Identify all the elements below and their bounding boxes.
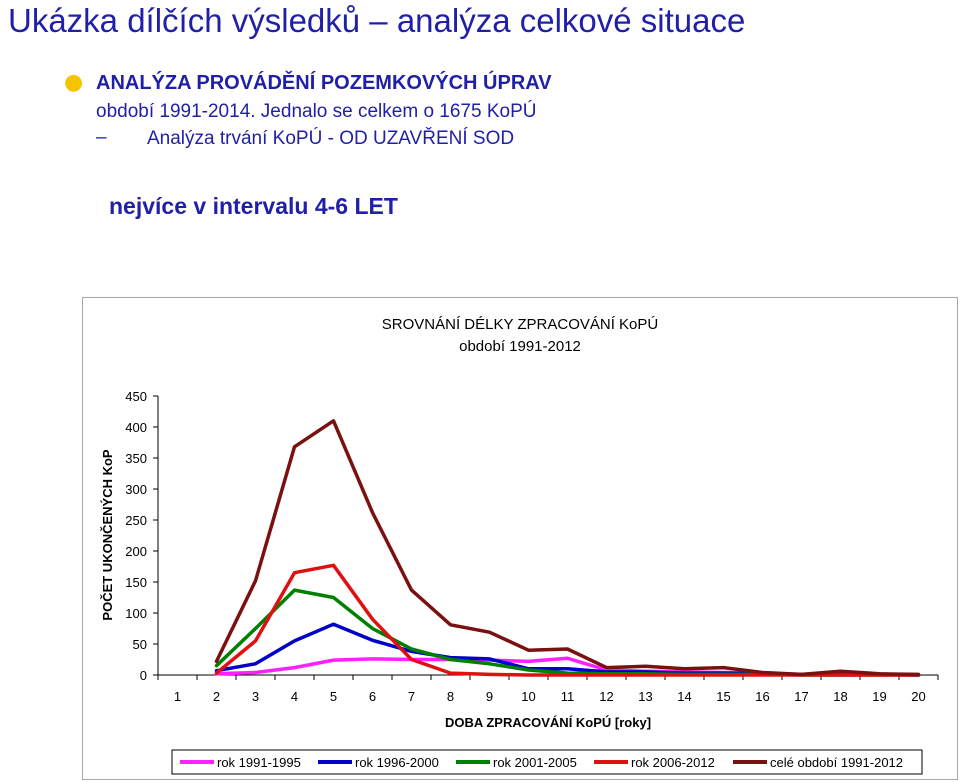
x-tick-label: 20 [911, 689, 925, 704]
x-tick-label: 11 [561, 689, 575, 704]
y-tick-label: 200 [125, 544, 147, 559]
legend-box [171, 749, 923, 775]
legend-item-3: rok 2001-2005 [456, 755, 577, 770]
x-tick-label: 13 [638, 689, 652, 704]
legend-item-4: rok 2006-2012 [594, 755, 715, 770]
x-tick-label: 2 [213, 689, 220, 704]
bullet-text: období 1991-2014. Jednalo se celkem o 16… [96, 101, 537, 122]
x-tick-label: 18 [833, 689, 847, 704]
bullet-heading: ANALÝZA PROVÁDĚNÍ POZEMKOVÝCH ÚPRAV [96, 72, 552, 94]
x-tick-label: 5 [330, 689, 337, 704]
legend-label: celé období 1991-2012 [770, 755, 903, 770]
bullet-dot-icon: ● [64, 70, 84, 95]
legend-label: rok 1991-1995 [217, 755, 301, 770]
x-tick-label: 8 [447, 689, 454, 704]
y-tick-label: 300 [125, 482, 147, 497]
highlight-text: nejvíce v intervalu 4-6 LET [109, 193, 398, 219]
y-tick-label: 400 [125, 420, 147, 435]
x-tick-label: 1 [174, 689, 181, 704]
x-tick-label: 15 [716, 689, 730, 704]
x-tick-label: 6 [369, 689, 376, 704]
x-tick-label: 12 [599, 689, 613, 704]
legend-item-1: rok 1991-1995 [180, 755, 301, 770]
legend-label: rok 2006-2012 [631, 755, 715, 770]
chart-title: SROVNÁNÍ DÉLKY ZPRACOVÁNÍ KoPÚ [382, 316, 658, 333]
chart-frame [82, 297, 958, 780]
x-tick-label: 4 [291, 689, 298, 704]
x-tick-label: 10 [521, 689, 535, 704]
sub-bullet-dash: – [96, 127, 107, 148]
x-tick-label: 17 [794, 689, 808, 704]
y-tick-label: 250 [125, 513, 147, 528]
y-tick-label: 100 [125, 606, 147, 621]
y-tick-label: 0 [140, 668, 147, 683]
slide-title: Ukázka dílčích výsledků – analýza celkov… [8, 2, 746, 39]
y-tick-label: 150 [125, 575, 147, 590]
x-tick-label: 14 [677, 689, 691, 704]
y-tick-label: 350 [125, 451, 147, 466]
x-tick-label: 3 [252, 689, 259, 704]
legend-item-5: celé období 1991-2012 [733, 755, 903, 770]
sub-bullet-text: Analýza trvání KoPÚ - OD UZAVŘENÍ SOD [147, 128, 515, 149]
x-tick-label: 16 [755, 689, 769, 704]
series-line-5 [214, 419, 921, 677]
y-axis-title: POČET UKONČENÝCH KoP [100, 449, 115, 621]
legend-label: rok 1996-2000 [355, 755, 439, 770]
x-tick-label: 7 [408, 689, 415, 704]
chart-subtitle: období 1991-2012 [459, 338, 581, 355]
legend-label: rok 2001-2005 [493, 755, 577, 770]
legend-item-2: rok 1996-2000 [318, 755, 439, 770]
y-tick-label: 50 [133, 637, 147, 652]
x-tick-label: 9 [486, 689, 493, 704]
x-tick-label: 19 [872, 689, 886, 704]
x-axis-title: DOBA ZPRACOVÁNÍ KoPÚ [roky] [445, 715, 651, 730]
y-tick-label: 450 [125, 389, 147, 404]
